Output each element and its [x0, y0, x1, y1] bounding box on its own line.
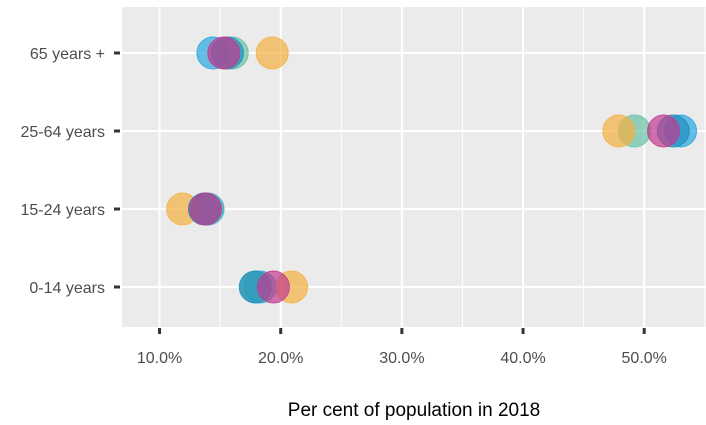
x-tick-label: 10.0% [137, 350, 182, 367]
data-point [256, 270, 290, 304]
data-point [647, 114, 681, 148]
y-tick-label: 65 years + [30, 46, 105, 63]
x-tick-label: 30.0% [379, 350, 424, 367]
y-tick-label: 15-24 years [21, 202, 106, 219]
y-tick-label: 25-64 years [21, 124, 106, 141]
data-point [255, 36, 289, 70]
y-tick-label: 0-14 years [29, 280, 105, 297]
x-tick-label: 20.0% [258, 350, 303, 367]
x-axis-title: Per cent of population in 2018 [288, 400, 540, 421]
y-axis: 65 years + 25-64 years 15-24 years 0-14 yea… [21, 46, 120, 297]
x-tick-label: 40.0% [500, 350, 545, 367]
data-points [166, 36, 698, 304]
data-point [189, 192, 223, 226]
data-point [602, 114, 636, 148]
x-tick-label: 50.0% [622, 350, 667, 367]
x-axis: 10.0% 20.0% 30.0% 40.0% 50.0% [137, 328, 667, 367]
data-point [207, 36, 241, 70]
